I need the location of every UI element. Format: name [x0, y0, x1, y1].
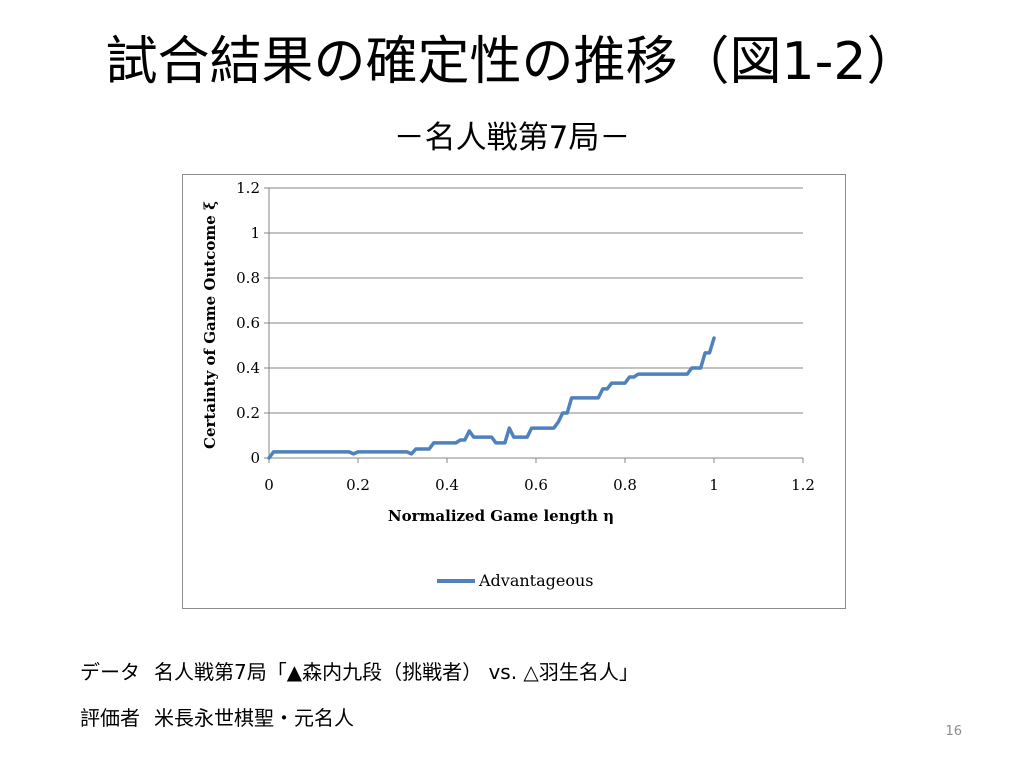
data-source-note: データ 名人戦第7局「▲森内九段（挑戦者） vs. △羽生名人」 — [80, 658, 639, 686]
page-number: 16 — [945, 724, 962, 739]
legend-label: Advantageous — [478, 571, 594, 590]
slide-subtitle: －名人戦第7局－ — [393, 120, 631, 156]
y-tick-label: 0.4 — [236, 359, 260, 377]
chart-frame: 0 0.2 0.4 0.6 0.8 1 1.2 0 0.2 0.4 0.6 0.8 1 1.2 Norma… — [182, 174, 846, 609]
x-tick-label: 0.8 — [613, 476, 637, 494]
slide-title: 試合結果の確定性の推移（図1-2） — [105, 32, 919, 92]
x-tick-label: 0.6 — [524, 476, 548, 494]
y-tick-label: 0.8 — [236, 269, 260, 287]
x-tick-label: 1 — [709, 476, 719, 494]
data-source-label: データ — [80, 660, 140, 684]
x-tick-label: 0.2 — [346, 476, 370, 494]
y-tick-label: 0.2 — [236, 404, 260, 422]
x-tick-label: 0.4 — [435, 476, 459, 494]
y-tick-label: 0 — [250, 449, 260, 467]
y-tick-label: 0.6 — [236, 314, 260, 332]
evaluator-label: 評価者 — [80, 706, 140, 730]
chart-y-axis-title: Certainty of Game Outcome ξ — [201, 201, 219, 449]
evaluator-note: 評価者 米長永世棋聖・元名人 — [80, 704, 354, 732]
chart-axes: 0 0.2 0.4 0.6 0.8 1 1.2 0 0.2 0.4 0.6 0.8 1 1.2 — [236, 179, 815, 494]
chart-gridlines — [269, 187, 803, 414]
evaluator-value: 米長永世棋聖・元名人 — [154, 706, 354, 730]
y-tick-label: 1 — [250, 224, 260, 242]
chart-legend: Advantageous — [437, 571, 594, 590]
x-tick-label: 1.2 — [791, 476, 815, 494]
y-tick-label: 1.2 — [236, 179, 260, 197]
x-tick-label: 0 — [264, 476, 274, 494]
chart-x-axis-title: Normalized Game length η — [388, 507, 614, 525]
chart-series — [267, 336, 716, 460]
data-source-value: 名人戦第7局「▲森内九段（挑戦者） vs. △羽生名人」 — [154, 660, 639, 684]
line-chart: 0 0.2 0.4 0.6 0.8 1 1.2 0 0.2 0.4 0.6 0.8 1 1.2 Norma… — [201, 179, 815, 590]
series-line — [267, 336, 716, 460]
